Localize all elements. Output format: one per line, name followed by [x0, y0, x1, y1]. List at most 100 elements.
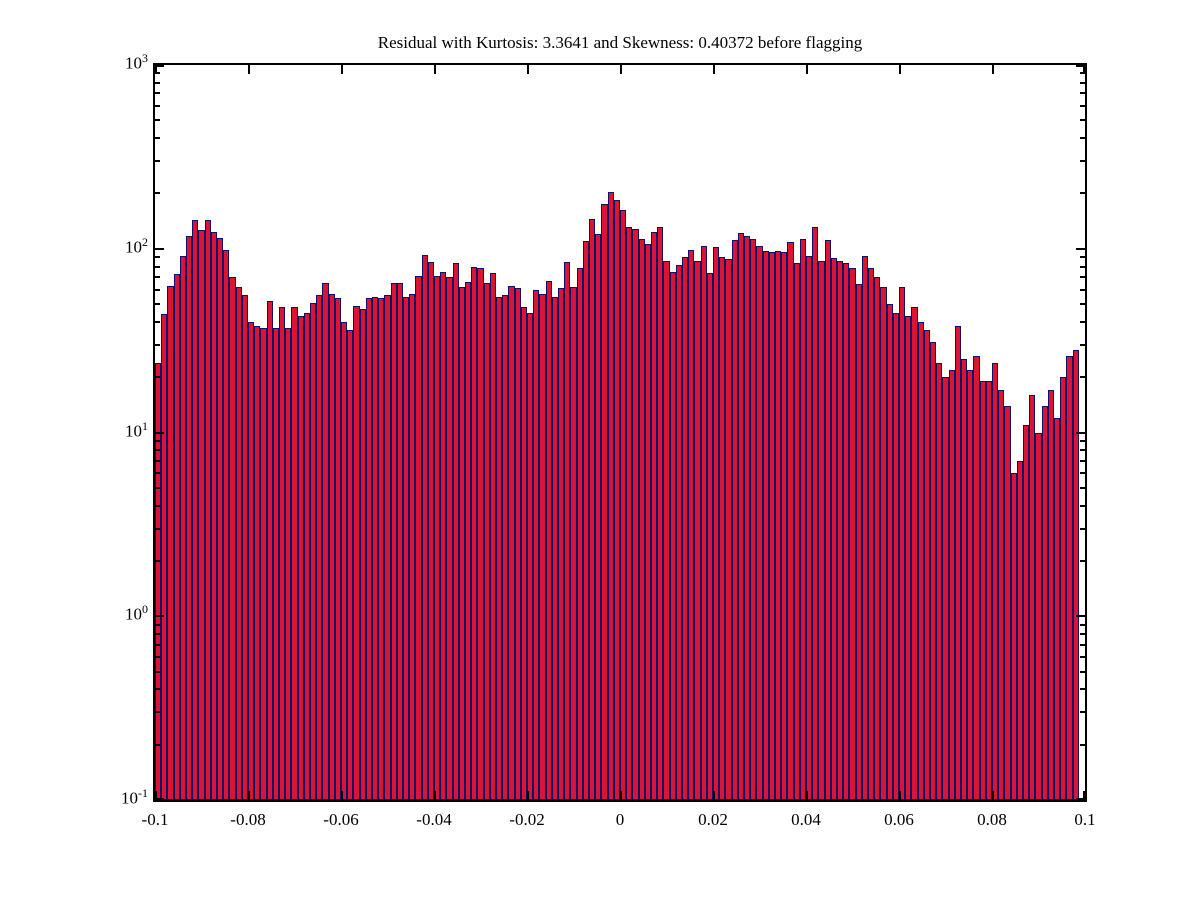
histogram-bar: [316, 295, 323, 800]
axis-tick: [992, 791, 994, 800]
axis-tick: [1080, 486, 1085, 489]
histogram-bar: [390, 283, 397, 800]
histogram-bar: [266, 300, 273, 800]
axis-tick: [155, 376, 160, 379]
histogram-bar: [1054, 418, 1061, 800]
histogram-bar: [564, 261, 571, 800]
histogram-bar: [613, 200, 620, 800]
axis-tick: [1080, 276, 1085, 279]
histogram-bar: [824, 239, 831, 800]
histogram-bar: [973, 356, 980, 800]
histogram-bar: [458, 286, 465, 800]
axis-tick: [155, 92, 160, 95]
axis-tick: [1076, 798, 1085, 800]
histogram-bar: [595, 233, 602, 800]
histogram-bar: [365, 297, 372, 800]
histogram-bar: [452, 262, 459, 800]
x-tick-label: 0.02: [698, 810, 728, 829]
axis-tick: [248, 791, 250, 800]
histogram-bar: [570, 286, 577, 800]
y-tick-base: 10: [125, 421, 142, 441]
axis-tick: [155, 160, 160, 163]
histogram-bar: [310, 302, 317, 800]
y-tick-base: 10: [121, 788, 138, 808]
axis-tick: [1080, 688, 1085, 691]
axis-tick: [1080, 623, 1085, 626]
axis-tick: [713, 791, 715, 800]
histogram-bar: [223, 250, 230, 800]
histogram-bar: [279, 307, 286, 800]
axis-tick: [899, 791, 901, 800]
histogram-bar: [204, 220, 211, 800]
x-tick-label: -0.02: [509, 810, 545, 829]
histogram-bar: [626, 227, 633, 800]
histogram-bar: [620, 210, 627, 800]
histogram-bar: [427, 261, 434, 800]
histogram-bar: [527, 312, 534, 800]
histogram-bar: [539, 293, 546, 800]
x-tick-label: -0.08: [230, 810, 266, 829]
axis-tick: [155, 276, 160, 279]
axis-tick: [1080, 633, 1085, 636]
histogram-bar: [372, 296, 379, 800]
histogram-bar: [285, 328, 292, 800]
y-tick-base: 10: [125, 53, 142, 73]
y-tick-label: 103: [88, 51, 148, 74]
axis-tick: [155, 472, 160, 475]
histogram-bar: [514, 288, 521, 800]
axis-tick: [1080, 265, 1085, 268]
histogram-bar: [496, 296, 503, 800]
plot-area: [153, 63, 1087, 802]
histogram-bar: [954, 326, 961, 800]
histogram-bar: [886, 304, 893, 800]
axis-tick: [1080, 256, 1085, 259]
axis-tick: [1080, 439, 1085, 442]
histogram-bar: [607, 191, 614, 800]
histogram-bar: [638, 239, 645, 800]
histogram-bar: [489, 272, 496, 800]
x-tick-label: -0.06: [323, 810, 359, 829]
y-tick-exponent: 2: [142, 234, 148, 249]
axis-tick: [1076, 431, 1085, 434]
histogram-bar: [173, 273, 180, 800]
histogram-bar: [781, 252, 788, 800]
axis-tick: [155, 623, 160, 626]
axis-tick: [1080, 743, 1085, 746]
axis-tick: [1080, 104, 1085, 107]
histogram-bar: [303, 312, 310, 800]
axis-tick: [155, 459, 160, 462]
histogram-bar: [589, 218, 596, 800]
histogram-bar: [1035, 432, 1042, 800]
y-tick-base: 10: [125, 237, 142, 257]
histogram-bar: [334, 297, 341, 800]
histogram-bar: [403, 296, 410, 800]
histogram-bar: [967, 369, 974, 800]
histogram-bar: [297, 316, 304, 800]
histogram-bar: [855, 284, 862, 800]
histogram-bar: [843, 262, 850, 800]
axis-tick: [1080, 459, 1085, 462]
histogram-bar: [378, 297, 385, 800]
histogram-bar: [992, 362, 999, 800]
histogram-bar: [1047, 390, 1054, 800]
histogram-bar: [644, 244, 651, 800]
axis-tick: [1080, 192, 1085, 195]
x-tick-label: -0.04: [416, 810, 452, 829]
histogram-bar: [322, 283, 329, 800]
histogram-bar: [812, 226, 819, 800]
axis-tick: [155, 791, 157, 800]
histogram-bar: [198, 229, 205, 800]
axis-tick: [1080, 670, 1085, 673]
axis-tick: [1080, 320, 1085, 323]
y-tick-exponent: 0: [142, 602, 148, 617]
y-tick-label: 102: [88, 235, 148, 258]
histogram-bar: [713, 247, 720, 800]
axis-tick: [155, 633, 160, 636]
y-tick-label: 100: [88, 602, 148, 625]
histogram-bar: [806, 256, 813, 800]
axis-tick: [155, 343, 160, 346]
axis-tick: [1080, 72, 1085, 75]
axis-tick: [620, 65, 622, 74]
y-tick-exponent: 1: [142, 418, 148, 433]
axis-tick: [155, 643, 160, 646]
